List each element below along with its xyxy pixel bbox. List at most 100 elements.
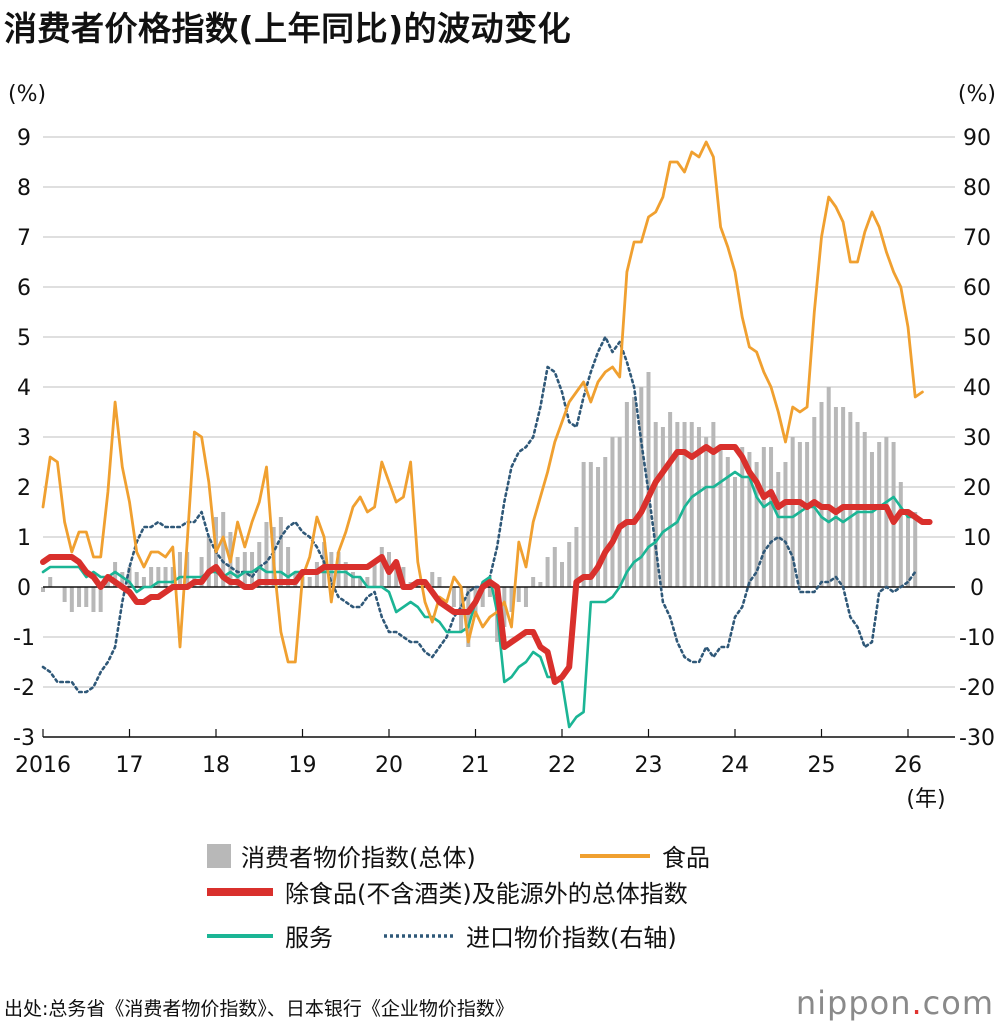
- cpi-total-bar: [242, 552, 247, 587]
- right-tick-label: 90: [963, 126, 991, 151]
- cpi-total-bar: [769, 447, 774, 587]
- right-tick-label: 50: [963, 326, 991, 351]
- left-tick-label: 5: [17, 326, 31, 351]
- cpi-total-bar: [545, 557, 550, 587]
- cpi-total-bar: [660, 427, 665, 587]
- x-tick-label: 22: [548, 753, 576, 778]
- legend-food-swatch: [580, 853, 650, 858]
- legend-cpi-total: 消费者物价指数(总体): [207, 838, 476, 873]
- cpi-total-bar: [163, 567, 168, 587]
- cpi-total-bar: [639, 387, 644, 587]
- cpi-total-bar: [141, 577, 146, 587]
- cpi-total-bar: [761, 447, 766, 587]
- cpi-total-bar: [379, 547, 384, 587]
- cpi-total-bar: [783, 462, 788, 587]
- right-tick-label: 70: [963, 226, 991, 251]
- cpi-total-bar: [733, 477, 737, 587]
- cpi-total-bar: [718, 447, 723, 587]
- cpi-total-bar: [264, 522, 269, 587]
- legend-services-label: 服务: [285, 924, 333, 952]
- cpi-total-bar: [156, 567, 161, 587]
- cpi-total-bar: [451, 587, 456, 607]
- cpi-total-bar: [617, 437, 622, 587]
- cpi-total-bar: [704, 437, 709, 587]
- left-axis-unit: (%): [8, 82, 47, 107]
- cpi-total-bar: [603, 457, 608, 587]
- left-tick-label: 3: [17, 426, 31, 451]
- cpi-total-bar: [113, 562, 118, 587]
- cpi-total-bar: [149, 567, 154, 587]
- right-axis-unit: (%): [957, 82, 996, 107]
- cpi-total-bar: [632, 397, 637, 587]
- cpi-total-bar: [646, 372, 651, 587]
- cpi-total-bar: [588, 462, 593, 587]
- cpi-total-bar: [394, 567, 399, 587]
- x-tick-label: 26: [894, 753, 922, 778]
- legend-food-label: 食品: [662, 844, 710, 872]
- right-tick-label: 40: [963, 376, 991, 401]
- cpi-total-bar: [41, 587, 45, 592]
- cpi-total-bar: [898, 482, 903, 587]
- cpi-total-bar: [430, 572, 435, 587]
- source-note: 出处:总务省《消费者物价指数》、日本银行《企业物价指数》: [4, 998, 514, 1020]
- cpi-total-bar: [675, 422, 680, 587]
- cpi-total-bar: [69, 587, 74, 612]
- cpi-total-bar: [134, 572, 139, 587]
- legend-import-label: 进口物价指数(右轴): [466, 924, 677, 952]
- cpi-total-bar: [711, 422, 716, 587]
- cpi-total-bar: [509, 587, 514, 612]
- food-line: [41, 140, 924, 664]
- cpi-total-bar: [531, 577, 536, 587]
- cpi-total-bar: [307, 577, 312, 587]
- cpi-total-bar: [754, 462, 759, 587]
- left-tick-label: 1: [17, 526, 31, 551]
- legend-bar-swatch: [207, 843, 231, 868]
- cpi-total-bar: [552, 547, 557, 587]
- cpi-total-bar: [653, 422, 658, 587]
- cpi-total-bar: [747, 452, 752, 587]
- left-tick-label: -1: [13, 626, 35, 651]
- left-tick-label: 7: [17, 226, 31, 251]
- cpi-total-bar: [833, 407, 838, 587]
- cpi-total-bar: [891, 442, 896, 587]
- cpi-total-bar: [819, 402, 824, 587]
- chart-area: 9 90 8 80 7 70 6 60 5 50 4 40 3 30 2 20 1 10 0 0 -1 -10 -2 -20 -…: [13, 126, 995, 812]
- brand-tld: com: [922, 984, 994, 1022]
- right-tick-label: 20: [963, 476, 991, 501]
- cpi-total-bar: [437, 577, 442, 587]
- left-tick-label: 9: [17, 126, 31, 151]
- cpi-total-bar: [790, 437, 795, 587]
- cpi-total-bar: [848, 412, 853, 587]
- right-tick-label: 80: [963, 176, 991, 201]
- left-tick-label: -2: [13, 676, 35, 701]
- legend-core-label: 除食品(不含酒类)及能源外的总体指数: [285, 880, 688, 908]
- cpi-total-bar: [682, 422, 687, 587]
- cpi-total-bar: [84, 587, 89, 607]
- x-tick-label: 21: [462, 753, 490, 778]
- left-tick-label: 4: [17, 376, 31, 401]
- cpi-total-bar: [127, 567, 132, 587]
- x-tick-label: 20: [375, 753, 403, 778]
- cpi-total-bar: [869, 452, 874, 587]
- cpi-total-bar: [689, 422, 694, 587]
- cpi-total-bar: [797, 442, 802, 587]
- cpi-total-bar: [596, 467, 601, 587]
- right-tick-label: -20: [959, 676, 995, 701]
- core-cpi-line: [40, 444, 933, 685]
- cpi-total-bar: [206, 537, 211, 587]
- brand-logo[interactable]: nippon.com: [796, 984, 994, 1022]
- legend-core: 除食品(不含酒类)及能源外的总体指数: [207, 874, 688, 909]
- left-tick-label: 6: [17, 276, 31, 301]
- x-axis-unit: (年): [906, 787, 945, 812]
- right-tick-label: -30: [959, 726, 995, 751]
- cpi-total-bar: [120, 572, 125, 587]
- cpi-total-bar: [350, 572, 355, 587]
- legend-import: 进口物价指数(右轴): [384, 918, 677, 953]
- cpi-total-bars: [41, 372, 918, 647]
- cpi-total-bar: [62, 587, 67, 602]
- cpi-total-bar: [696, 427, 701, 587]
- cpi-total-bar: [487, 587, 492, 597]
- right-tick-label: 60: [963, 276, 991, 301]
- cpi-total-bar: [581, 462, 586, 587]
- cpi-total-bar: [516, 587, 521, 602]
